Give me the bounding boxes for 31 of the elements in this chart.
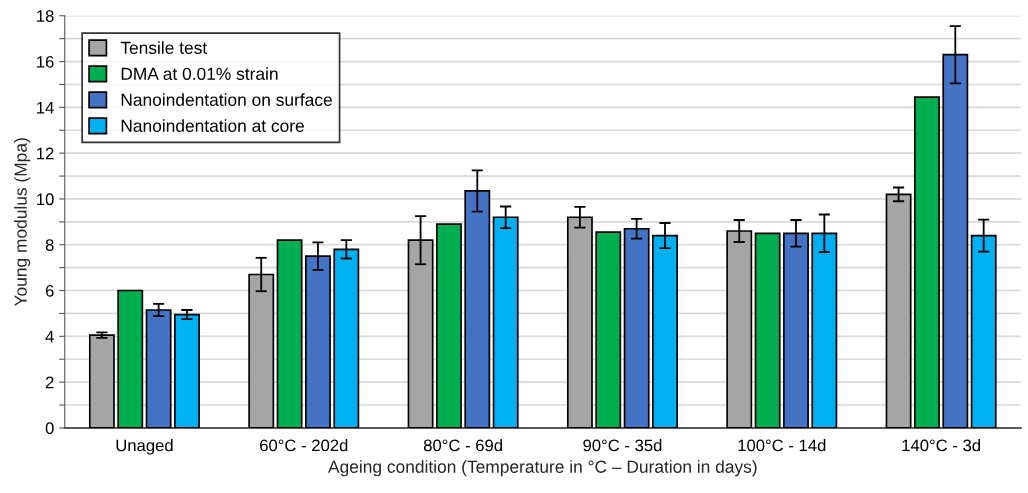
legend-label: Tensile test [120, 41, 208, 54]
y-axis-title: Young modulus (Mpa) [14, 138, 31, 307]
y-tick-label: 2 [45, 376, 54, 389]
y-tick-label: 0 [45, 422, 54, 435]
bar [117, 289, 144, 428]
x-tick-label: 90°C - 35d [583, 439, 662, 452]
x-tick-label: 60°C - 202d [260, 439, 348, 452]
x-tick-label: 80°C - 69d [423, 439, 502, 452]
bar [914, 96, 940, 428]
y-tick-label: 4 [45, 330, 54, 343]
bar [174, 313, 200, 428]
legend-label: DMA at 0.01% strain [121, 67, 278, 80]
y-tick-label: 12 [37, 147, 54, 160]
bar [435, 223, 462, 428]
bar [754, 232, 781, 428]
x-tick-label: 100°C - 14d [738, 439, 826, 452]
x-tick-label: 140°C - 3d [902, 439, 980, 452]
bar [276, 239, 303, 428]
x-axis-title: Ageing condition (Temperature in °C – Duration in days) [328, 460, 757, 477]
bar [595, 231, 622, 428]
bar [88, 334, 115, 428]
y-tick-label: 10 [37, 193, 54, 206]
y-tick-label: 6 [45, 284, 54, 297]
y-tick-label: 18 [37, 10, 54, 22]
y-tick-label: 8 [45, 239, 54, 251]
bar [145, 309, 172, 428]
legend-label: Nanoindentation at core [121, 119, 304, 132]
x-tick-label: Unaged [116, 439, 173, 455]
y-tick-label: 14 [37, 101, 54, 114]
y-tick-label: 16 [37, 55, 54, 68]
legend-label: Nanoindentation on surface [121, 93, 332, 106]
